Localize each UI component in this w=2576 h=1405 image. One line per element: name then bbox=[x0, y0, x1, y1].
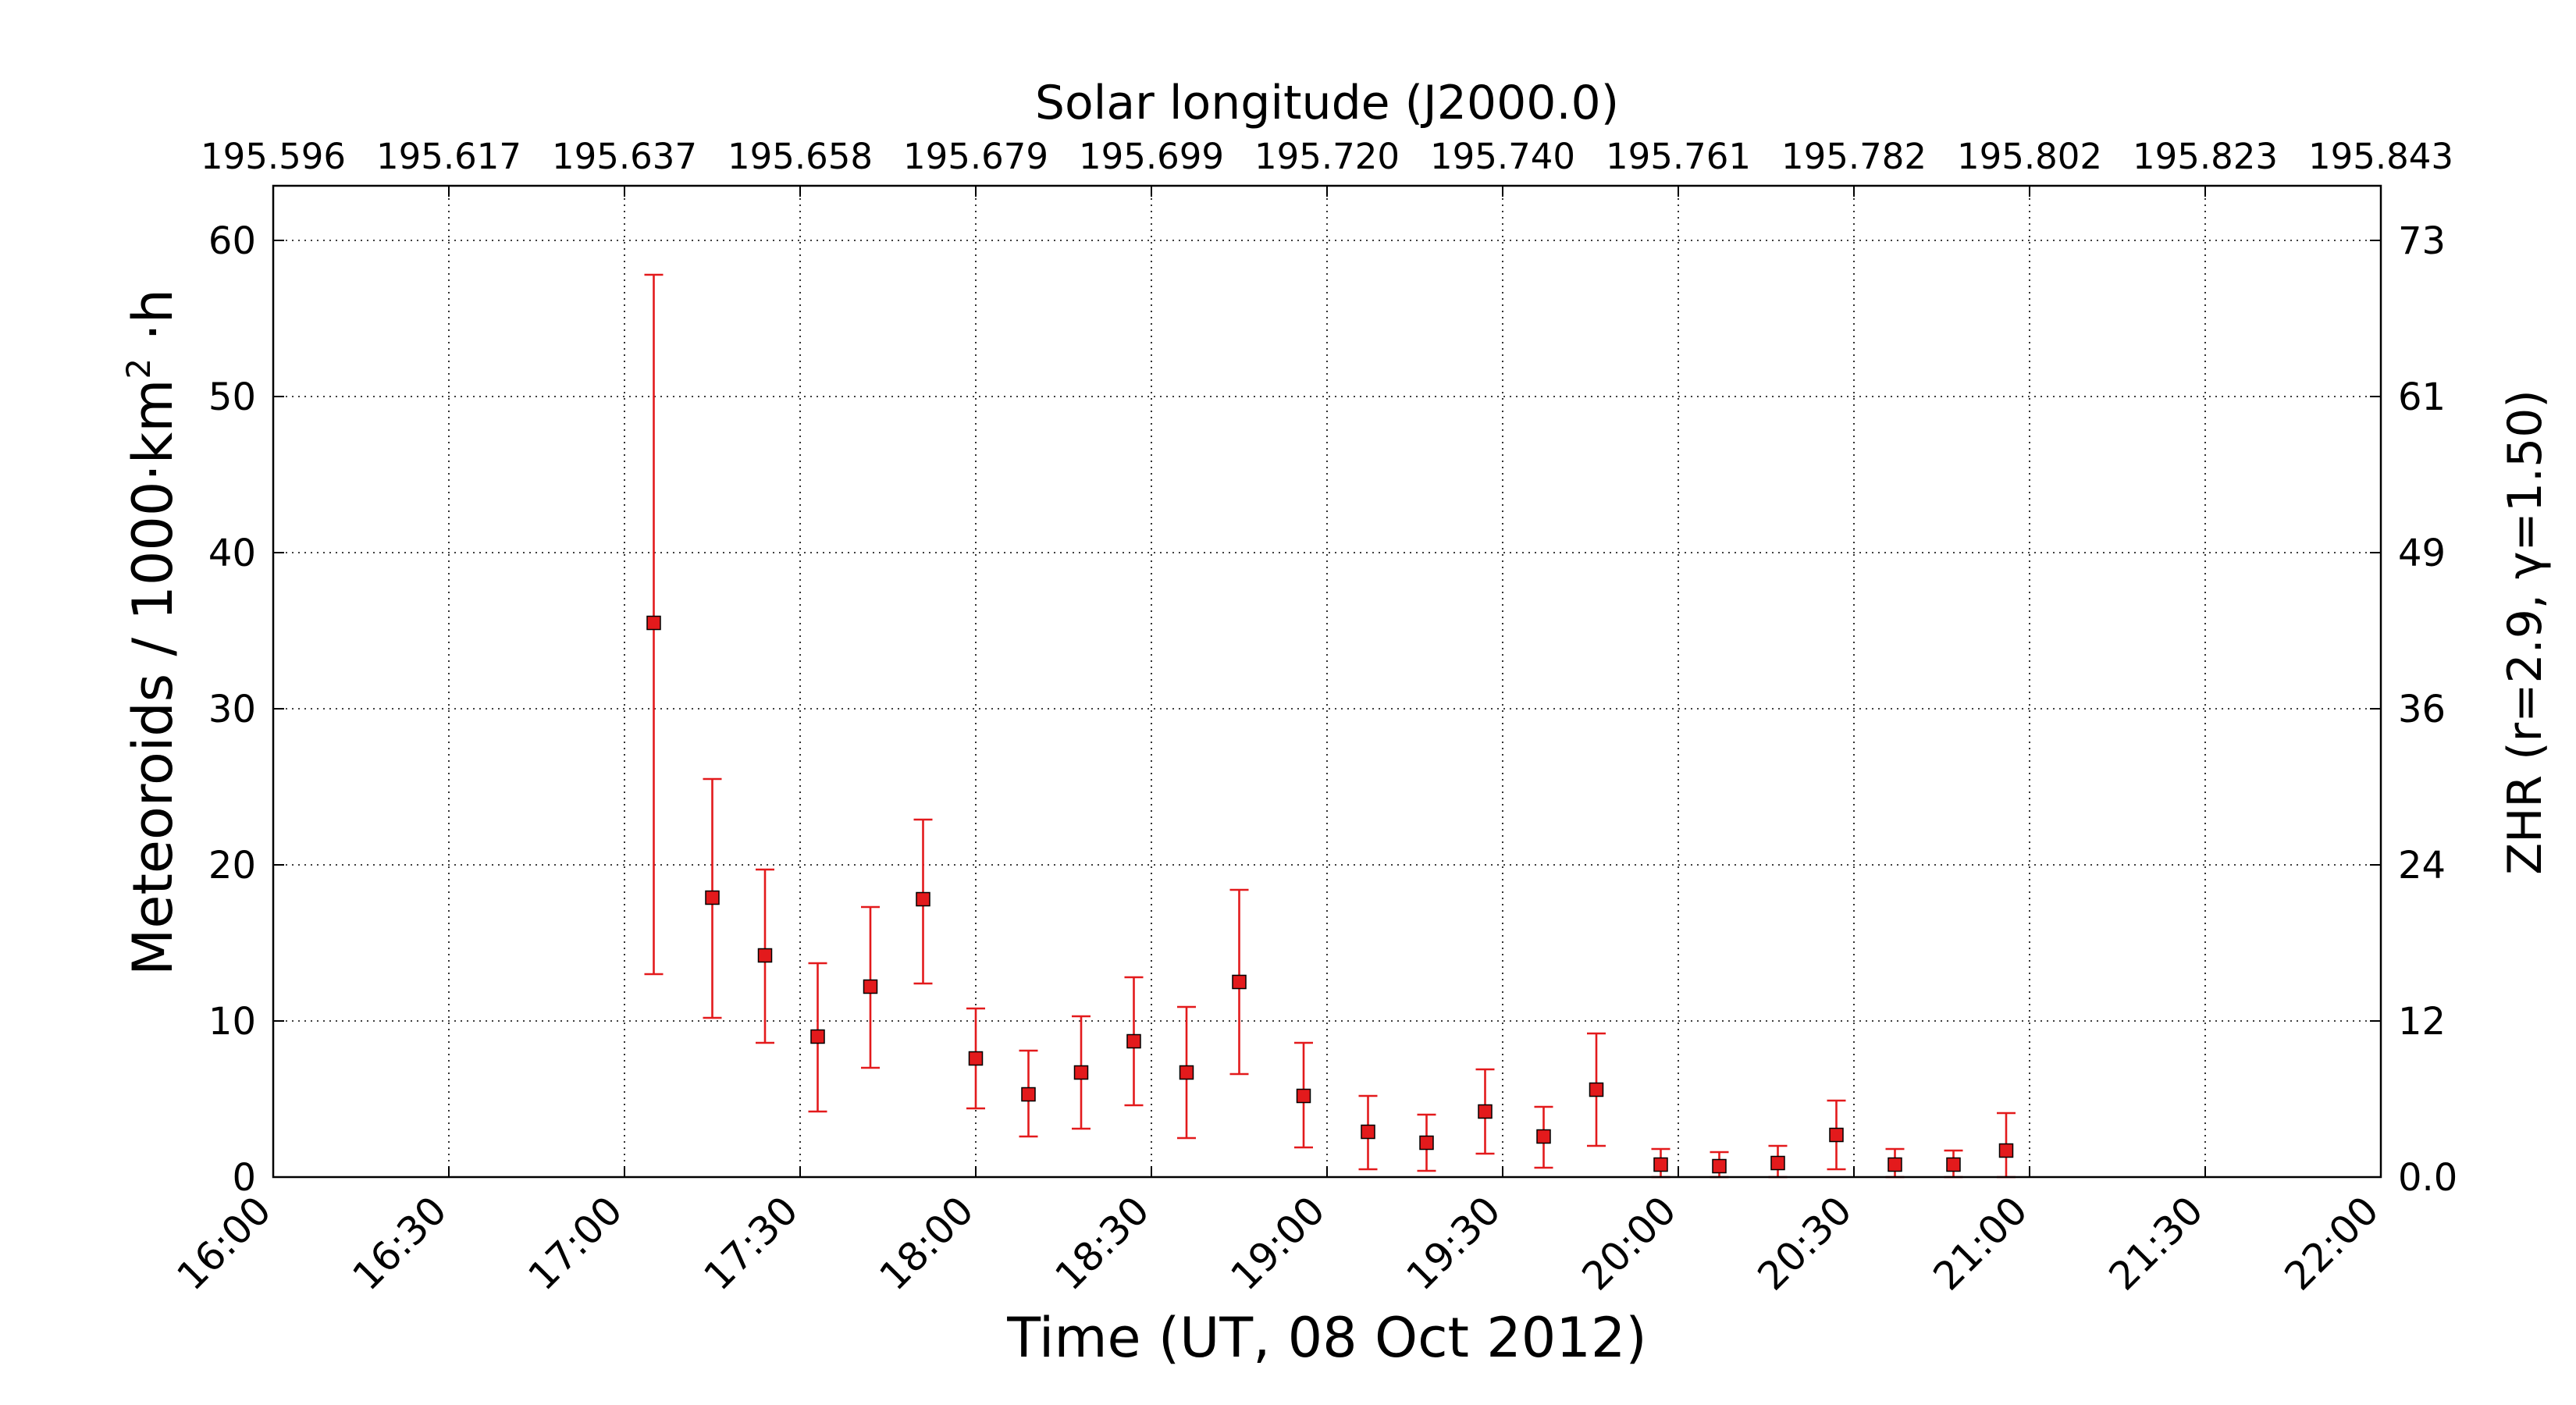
top-axis-title: Solar longitude (J2000.0) bbox=[1035, 76, 1619, 130]
y-right-tick-label: 61 bbox=[2398, 375, 2446, 419]
y-tick-label: 40 bbox=[208, 532, 256, 575]
x-tick-label: 19:30 bbox=[1398, 1187, 1510, 1299]
top-tick-label: 195.596 bbox=[201, 136, 346, 177]
data-point bbox=[1946, 1157, 1961, 1172]
x-tick-label: 18:00 bbox=[871, 1187, 983, 1299]
y-tick-label: 60 bbox=[208, 219, 256, 263]
y-tick-label: 10 bbox=[208, 1000, 256, 1044]
x-axis-title: Time (UT, 08 Oct 2012) bbox=[1006, 1306, 1646, 1370]
data-point bbox=[1361, 1124, 1375, 1140]
y-right-axis-title: ZHR (r=2.9, γ=1.50) bbox=[2498, 389, 2553, 875]
y-right-tick-label: 73 bbox=[2398, 219, 2446, 263]
data-point bbox=[1419, 1135, 1434, 1151]
data-point bbox=[1888, 1157, 1902, 1172]
data-point bbox=[1536, 1129, 1551, 1144]
y-tick-label: 50 bbox=[208, 375, 256, 419]
data-point bbox=[1232, 974, 1247, 990]
x-tick-label: 16:00 bbox=[169, 1187, 280, 1299]
y-tick-label: 20 bbox=[208, 844, 256, 887]
data-point bbox=[1589, 1082, 1604, 1097]
axis-ticks bbox=[272, 186, 2382, 1178]
top-tick-label: 195.823 bbox=[2133, 136, 2278, 177]
data-point bbox=[916, 891, 930, 907]
y-tick-label: 30 bbox=[208, 688, 256, 731]
x-tick-label: 21:30 bbox=[2101, 1187, 2212, 1299]
y-right-tick-label: 49 bbox=[2398, 532, 2446, 575]
data-point bbox=[863, 979, 878, 994]
y-axis-title-suffix: ·h bbox=[121, 289, 185, 358]
x-tick-label: 17:00 bbox=[520, 1187, 632, 1299]
top-tick-label: 195.761 bbox=[1606, 136, 1751, 177]
data-point bbox=[810, 1029, 825, 1044]
top-tick-label: 195.679 bbox=[903, 136, 1048, 177]
data-point bbox=[1296, 1088, 1311, 1104]
data-point bbox=[1653, 1157, 1668, 1172]
top-tick-label: 195.720 bbox=[1254, 136, 1400, 177]
y-right-tick-label: 24 bbox=[2398, 844, 2446, 887]
y-axis-title: Meteoroids / 1000·km2 ·h bbox=[119, 289, 185, 976]
data-point bbox=[1126, 1033, 1141, 1049]
data-point bbox=[1179, 1065, 1194, 1080]
top-tick-label: 195.802 bbox=[1957, 136, 2102, 177]
x-tick-label: 19:00 bbox=[1222, 1187, 1334, 1299]
y-axis-title-superscript: 2 bbox=[119, 358, 158, 379]
data-point bbox=[705, 890, 720, 905]
data-point bbox=[1021, 1087, 1036, 1102]
x-tick-labels: 16:00 16:30 17:00 17:30 18:00 18:30 19:00 19:30… bbox=[169, 1187, 2388, 1299]
top-tick-label: 195.699 bbox=[1079, 136, 1224, 177]
data-point bbox=[757, 948, 773, 963]
top-tick-label: 195.637 bbox=[552, 136, 697, 177]
y-tick-label: 0 bbox=[232, 1156, 256, 1200]
data-point bbox=[1770, 1155, 1785, 1171]
y-right-tick-label: 12 bbox=[2398, 1000, 2446, 1044]
top-tick-label: 195.658 bbox=[728, 136, 873, 177]
y-right-tick-label: 0.0 bbox=[2398, 1156, 2457, 1200]
top-tick-label: 195.843 bbox=[2308, 136, 2453, 177]
y-tick-labels: 0 10 20 30 40 50 60 bbox=[208, 219, 256, 1200]
grid bbox=[272, 186, 2382, 1177]
y-right-tick-label: 36 bbox=[2398, 688, 2446, 731]
data-point bbox=[1712, 1158, 1727, 1174]
x-tick-label: 22:00 bbox=[2276, 1187, 2388, 1299]
top-tick-labels: 195.596 195.617 195.637 195.658 195.679 195.6… bbox=[201, 136, 2453, 177]
x-tick-label: 21:00 bbox=[1925, 1187, 2037, 1299]
x-tick-label: 18:30 bbox=[1047, 1187, 1158, 1299]
plot-frame bbox=[272, 184, 2382, 1179]
data-point bbox=[1478, 1104, 1493, 1119]
top-tick-label: 195.740 bbox=[1430, 136, 1575, 177]
y-axis-title-main: Meteoroids / 1000·km bbox=[121, 379, 185, 976]
x-tick-label: 17:30 bbox=[696, 1187, 807, 1299]
data-markers bbox=[646, 615, 2014, 1174]
x-tick-label: 20:30 bbox=[1749, 1187, 1861, 1299]
top-tick-label: 195.782 bbox=[1781, 136, 1927, 177]
data-point bbox=[1829, 1127, 1844, 1143]
top-tick-label: 195.617 bbox=[376, 136, 521, 177]
data-point bbox=[1998, 1143, 2014, 1158]
data-point bbox=[1073, 1065, 1089, 1080]
error-bars bbox=[644, 273, 2016, 1179]
data-point bbox=[646, 615, 661, 631]
x-tick-label: 20:00 bbox=[1574, 1187, 1685, 1299]
data-point bbox=[968, 1051, 984, 1066]
y-right-tick-labels: 0.0 12 24 36 49 61 73 bbox=[2398, 219, 2457, 1200]
x-tick-label: 16:30 bbox=[344, 1187, 456, 1299]
